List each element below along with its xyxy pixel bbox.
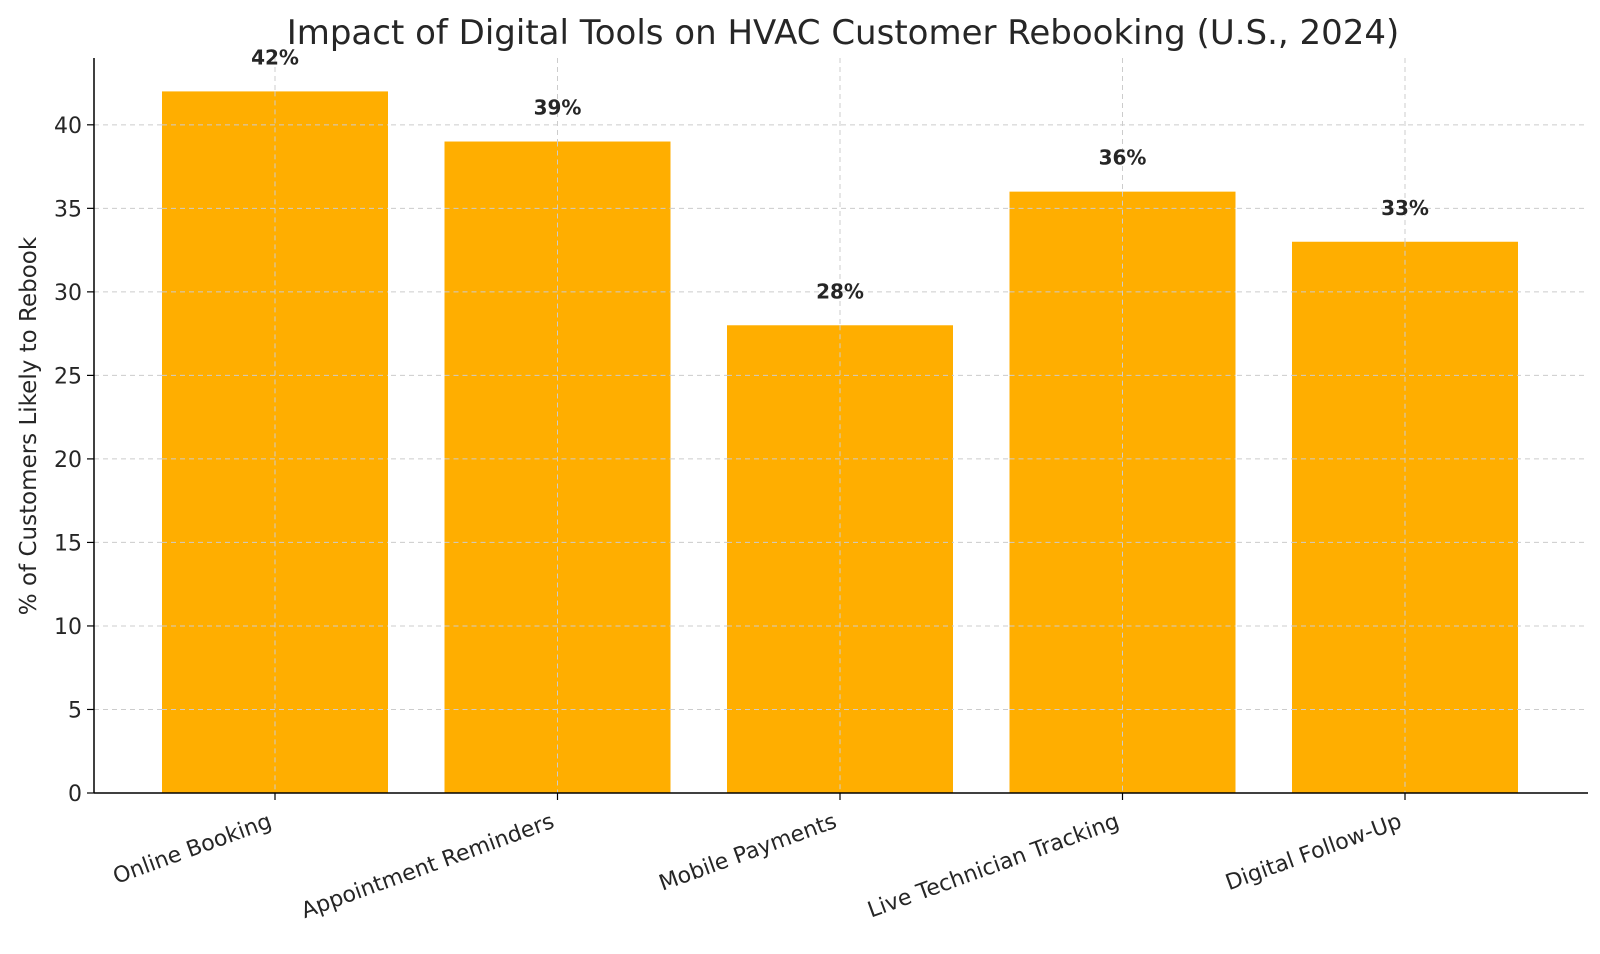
bar-data-label: 39% <box>534 96 582 120</box>
data-labels: 42% 39% 28% 36% 33% <box>251 45 1429 303</box>
y-tick-label: 5 <box>68 698 82 723</box>
y-tick-label: 40 <box>54 114 82 139</box>
y-tick-label: 10 <box>54 615 82 640</box>
y-axis-label: % of Customers Likely to Rebook <box>16 236 42 615</box>
bar-data-label: 42% <box>251 45 299 69</box>
chart-title: Impact of Digital Tools on HVAC Customer… <box>287 13 1400 53</box>
y-tick-label: 20 <box>54 448 82 473</box>
x-tick-label: Appointment Reminders <box>298 809 557 924</box>
x-tick-label: Live Technician Tracking <box>865 809 1123 923</box>
y-axis-ticks: 0 5 10 15 20 25 30 35 40 <box>54 114 94 807</box>
x-tick-label: Mobile Payments <box>656 809 840 896</box>
x-axis-ticks: Online Booking Appointment Reminders Mobil… <box>110 793 1406 924</box>
bar-data-label: 36% <box>1099 146 1147 170</box>
bars <box>162 91 1518 794</box>
y-tick-label: 0 <box>68 782 82 807</box>
y-tick-label: 30 <box>54 281 82 306</box>
x-tick-label: Online Booking <box>110 809 275 890</box>
bar-data-label: 33% <box>1381 196 1429 220</box>
x-tick-label: Digital Follow-Up <box>1222 809 1405 896</box>
axes <box>93 58 1588 794</box>
y-tick-label: 35 <box>54 197 82 222</box>
y-tick-label: 15 <box>54 531 82 556</box>
bar-data-label: 28% <box>816 279 864 303</box>
y-tick-label: 25 <box>54 364 82 389</box>
